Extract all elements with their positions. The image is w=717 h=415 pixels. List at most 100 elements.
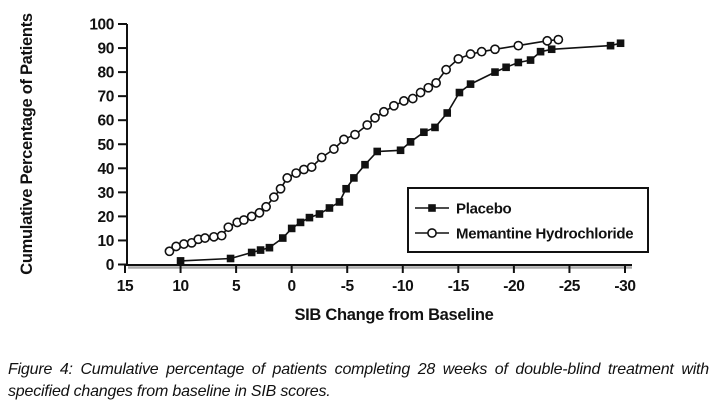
legend-box bbox=[407, 187, 649, 253]
y-tick-label: 90 bbox=[98, 41, 114, 58]
x-tick-label: -30 bbox=[614, 278, 635, 295]
y-tick-label: 100 bbox=[89, 17, 114, 34]
data-point-placebo bbox=[176, 257, 185, 265]
y-axis-title: Cumulative Percentage of Patients bbox=[18, 13, 36, 275]
x-tick-label: 10 bbox=[172, 278, 188, 295]
data-point-memantine-hydrochloride bbox=[328, 144, 339, 154]
data-point-placebo bbox=[443, 109, 452, 117]
data-point-memantine-hydrochloride bbox=[423, 82, 434, 93]
x-tick-label: 15 bbox=[117, 278, 134, 295]
data-point-memantine-hydrochloride bbox=[164, 246, 175, 257]
data-point-memantine-hydrochloride bbox=[200, 233, 210, 243]
data-point-memantine-hydrochloride bbox=[465, 49, 476, 59]
legend-label-placebo: Placebo bbox=[456, 201, 512, 218]
y-tick-label: 80 bbox=[98, 65, 114, 82]
data-point-memantine-hydrochloride bbox=[431, 78, 442, 88]
data-point-placebo bbox=[305, 213, 314, 222]
data-point-placebo bbox=[335, 198, 344, 206]
data-point-placebo bbox=[361, 160, 369, 169]
data-point-placebo bbox=[491, 68, 499, 76]
data-point-placebo bbox=[247, 248, 256, 257]
legend-row-memantine-hydrochloride: Memantine Hydrochloride bbox=[415, 226, 634, 243]
data-point-placebo bbox=[431, 123, 439, 132]
legend-marker-placebo-icon bbox=[428, 204, 436, 212]
data-point-placebo bbox=[396, 146, 405, 155]
data-point-memantine-hydrochloride bbox=[415, 87, 426, 98]
data-point-memantine-hydrochloride bbox=[223, 222, 234, 233]
data-point-placebo bbox=[278, 234, 287, 242]
series-placebo bbox=[176, 39, 625, 265]
x-axis-ticks: 15 10 5 0 -5 -10 -15 -20 -25 -30 bbox=[117, 265, 636, 295]
data-point-placebo bbox=[547, 45, 556, 54]
x-tick-label: 0 bbox=[288, 278, 296, 295]
data-point-placebo bbox=[455, 88, 464, 97]
data-point-placebo bbox=[287, 224, 296, 233]
series-memantine-hydrochloride bbox=[164, 34, 564, 257]
legend-label-memantine-hydrochloride: Memantine Hydrochloride bbox=[456, 226, 633, 243]
y-tick-label: 60 bbox=[98, 113, 114, 130]
data-point-memantine-hydrochloride bbox=[298, 164, 309, 175]
legend: Placebo Memantine Hydrochloride bbox=[407, 187, 649, 253]
data-point-memantine-hydrochloride bbox=[208, 231, 219, 242]
y-tick-label: 40 bbox=[98, 161, 114, 178]
data-point-placebo bbox=[526, 56, 535, 64]
data-point-placebo bbox=[296, 218, 305, 227]
data-point-memantine-hydrochloride bbox=[282, 173, 293, 183]
data-point-memantine-hydrochloride bbox=[388, 100, 399, 111]
x-tick-label: -15 bbox=[448, 278, 470, 295]
data-point-memantine-hydrochloride bbox=[316, 152, 327, 163]
data-point-memantine-hydrochloride bbox=[513, 40, 524, 51]
data-point-memantine-hydrochloride bbox=[378, 106, 389, 117]
y-tick-label: 20 bbox=[98, 209, 114, 226]
data-point-placebo bbox=[256, 246, 265, 254]
data-point-memantine-hydrochloride bbox=[275, 183, 286, 194]
data-point-placebo bbox=[466, 80, 475, 88]
data-point-placebo bbox=[315, 210, 324, 218]
data-point-memantine-hydrochloride bbox=[453, 53, 464, 64]
data-point-placebo bbox=[350, 174, 358, 182]
legend-row-placebo: Placebo bbox=[415, 201, 512, 218]
x-axis-title: SIB Change from Baseline bbox=[294, 306, 493, 324]
data-point-memantine-hydrochloride bbox=[553, 34, 564, 45]
data-point-memantine-hydrochloride bbox=[490, 44, 500, 55]
legend-marker-memantine-hydrochloride-icon bbox=[427, 228, 437, 238]
data-point-placebo bbox=[342, 184, 350, 193]
data-point-placebo bbox=[502, 63, 510, 72]
data-point-memantine-hydrochloride bbox=[178, 239, 189, 249]
x-tick-label: -5 bbox=[341, 278, 355, 295]
data-point-memantine-hydrochloride bbox=[542, 35, 553, 46]
data-point-placebo bbox=[606, 41, 615, 50]
data-point-memantine-hydrochloride bbox=[407, 93, 418, 104]
data-point-memantine-hydrochloride bbox=[291, 168, 302, 179]
y-tick-label: 50 bbox=[98, 137, 114, 154]
data-point-memantine-hydrochloride bbox=[306, 162, 317, 172]
x-tick-label: -20 bbox=[503, 278, 524, 295]
data-point-placebo bbox=[406, 138, 415, 146]
data-point-memantine-hydrochloride bbox=[238, 215, 249, 225]
y-tick-label: 10 bbox=[98, 233, 114, 250]
data-point-memantine-hydrochloride bbox=[171, 241, 182, 252]
y-tick-label: 70 bbox=[98, 89, 114, 106]
y-tick-label: 0 bbox=[106, 257, 114, 274]
data-point-memantine-hydrochloride bbox=[261, 201, 272, 212]
data-point-memantine-hydrochloride bbox=[398, 96, 409, 106]
data-point-memantine-hydrochloride bbox=[268, 192, 279, 203]
data-point-memantine-hydrochloride bbox=[441, 64, 452, 75]
figure-caption: Figure 4: Cumulative percentage of patie… bbox=[8, 361, 709, 401]
data-point-memantine-hydrochloride bbox=[254, 207, 265, 218]
data-point-memantine-hydrochloride bbox=[216, 230, 227, 241]
chart-area: 0 10 20 30 40 50 60 70 80 90 100 15 10 5 0 -5 -10 -15 -20-… bbox=[18, 13, 649, 324]
data-point-placebo bbox=[514, 58, 523, 67]
y-axis-ticks: 0 10 20 30 40 50 60 70 80 90 100 bbox=[89, 17, 127, 274]
data-point-memantine-hydrochloride bbox=[338, 134, 349, 145]
data-point-memantine-hydrochloride bbox=[370, 112, 380, 123]
data-point-placebo bbox=[373, 147, 382, 156]
data-point-placebo bbox=[265, 243, 274, 252]
x-tick-label: -25 bbox=[559, 278, 581, 295]
data-point-placebo bbox=[536, 47, 545, 56]
data-point-placebo bbox=[420, 128, 428, 137]
data-point-placebo bbox=[226, 254, 235, 263]
data-point-placebo bbox=[616, 39, 625, 48]
